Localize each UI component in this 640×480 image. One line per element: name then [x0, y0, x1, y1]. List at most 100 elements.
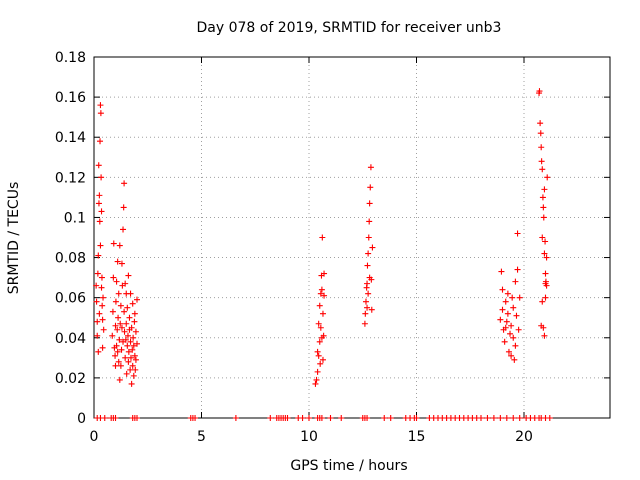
- data-point: [100, 294, 107, 301]
- data-point: [316, 302, 323, 309]
- data-point: [537, 130, 544, 137]
- data-point: [125, 272, 132, 279]
- data-point: [538, 144, 545, 151]
- data-point: [327, 415, 334, 421]
- data-point: [117, 362, 124, 369]
- data-point: [99, 302, 106, 309]
- data-point: [120, 226, 127, 233]
- data-point: [131, 310, 138, 317]
- data-point: [96, 192, 103, 199]
- data-point: [284, 415, 291, 421]
- data-point: [367, 164, 374, 171]
- data-point: [97, 138, 104, 145]
- data-point: [502, 298, 509, 305]
- data-point: [539, 234, 546, 241]
- data-point: [100, 326, 107, 333]
- data-point: [539, 298, 546, 305]
- data-point: [112, 415, 119, 421]
- data-point: [132, 366, 139, 373]
- data-point: [536, 88, 543, 95]
- data-point: [364, 304, 371, 311]
- data-point: [497, 415, 504, 421]
- x-tick-label: 5: [197, 429, 206, 445]
- data-point: [130, 334, 137, 341]
- data-point: [497, 316, 504, 323]
- y-tick-label: 0.04: [55, 331, 86, 347]
- data-point: [130, 372, 137, 379]
- data-point: [122, 336, 129, 343]
- chart-title: Day 078 of 2019, SRMTID for receiver unb…: [197, 20, 502, 36]
- data-point: [96, 310, 103, 317]
- data-point: [116, 242, 123, 249]
- data-point: [98, 284, 105, 291]
- data-point: [317, 324, 324, 331]
- data-point: [127, 354, 134, 361]
- data-point: [114, 326, 121, 333]
- data-point: [132, 356, 139, 363]
- data-point: [127, 290, 134, 297]
- data-point: [364, 262, 371, 269]
- data-point: [113, 278, 120, 285]
- data-point: [362, 310, 369, 317]
- data-point: [501, 338, 508, 345]
- data-point: [109, 308, 116, 315]
- data-point: [544, 174, 551, 181]
- data-point: [362, 298, 369, 305]
- data-point: [319, 356, 326, 363]
- data-point: [498, 268, 505, 275]
- data-point: [121, 308, 128, 315]
- data-point: [98, 174, 105, 181]
- data-point: [134, 296, 140, 303]
- data-point: [505, 348, 512, 355]
- data-point: [299, 415, 306, 421]
- data-point: [514, 266, 521, 273]
- data-point: [314, 348, 321, 355]
- data-point: [112, 298, 119, 305]
- y-tick-label: 0.12: [55, 170, 86, 186]
- data-point: [514, 230, 521, 237]
- data-point: [510, 334, 517, 341]
- data-point: [512, 278, 519, 285]
- data-point: [131, 318, 138, 325]
- data-point: [124, 342, 131, 349]
- data-point: [338, 415, 345, 421]
- data-point: [366, 200, 373, 207]
- data-point: [484, 415, 491, 421]
- data-point: [507, 330, 514, 337]
- data-point: [128, 324, 135, 331]
- y-axis-label: SRMTID / TECUs: [6, 182, 22, 295]
- data-point: [232, 415, 239, 421]
- data-point: [125, 348, 132, 355]
- data-point: [540, 214, 547, 221]
- marker-layer: [93, 88, 553, 421]
- data-point: [542, 294, 549, 301]
- data-point: [321, 292, 328, 299]
- data-point: [122, 354, 129, 361]
- data-point: [319, 310, 326, 317]
- data-point: [318, 286, 325, 293]
- y-tick-label: 0: [77, 411, 86, 427]
- data-point: [123, 370, 130, 377]
- data-point: [117, 320, 124, 327]
- data-point: [97, 242, 104, 249]
- x-axis-label: GPS time / hours: [290, 458, 407, 474]
- data-point: [537, 120, 544, 127]
- data-point: [115, 290, 122, 297]
- y-tick-label: 0.18: [55, 50, 86, 66]
- data-point: [361, 320, 368, 327]
- data-point: [129, 346, 136, 353]
- tick-layer: 0 0.02 0.04 0.06 0.08 0.1 0.12 0.14 0.16 0.18 0 5 10…: [55, 50, 610, 445]
- data-point: [542, 270, 549, 277]
- data-point: [503, 415, 510, 421]
- data-point: [516, 415, 523, 421]
- data-point: [101, 415, 108, 421]
- x-tick-label: 0: [90, 429, 99, 445]
- data-point: [115, 314, 122, 321]
- data-point: [387, 415, 394, 421]
- data-point: [94, 318, 101, 325]
- data-point: [314, 368, 321, 375]
- data-point: [366, 218, 373, 225]
- data-point: [511, 356, 518, 363]
